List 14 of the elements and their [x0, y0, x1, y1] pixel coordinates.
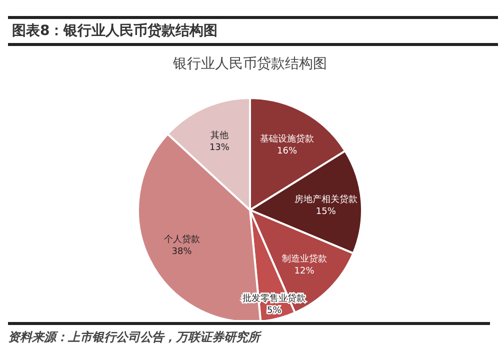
data-label: 5%: [267, 306, 282, 316]
data-label: 15%: [316, 206, 336, 217]
data-label: 38%: [172, 246, 192, 257]
slice-label: 个人贷款: [164, 234, 200, 245]
slice-label: 房地产相关贷款: [294, 194, 358, 205]
slice-label: 基础设施贷款: [260, 133, 314, 144]
text: 资料来源：上市银行公司公告，万联证券研究所: [8, 329, 263, 346]
data-label: 13%: [209, 143, 230, 154]
chart-title: 图表8：银行业人民币贷款结构图: [8, 16, 498, 46]
data-label: 12%: [294, 266, 315, 276]
data-label: 16%: [277, 146, 298, 156]
chart-subtitle: 银行业人民币贷款结构图: [172, 55, 328, 73]
slice-label: 其他: [210, 130, 228, 142]
slice-label: 制造业贷款: [282, 253, 327, 264]
